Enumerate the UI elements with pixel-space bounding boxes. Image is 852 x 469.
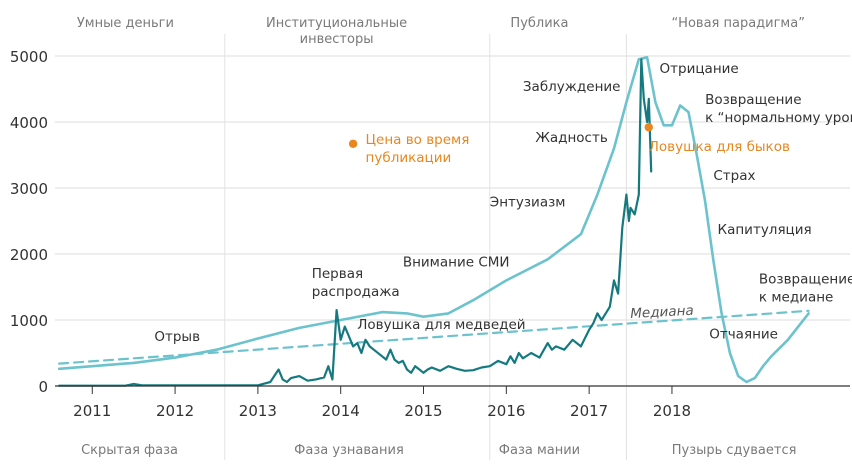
y-tick-label: 0 <box>38 378 48 396</box>
legend-dot-marker <box>348 139 358 148</box>
bottom-phase-label: Фаза узнавания <box>294 443 404 458</box>
annotation-label: Внимание СМИ <box>403 255 510 271</box>
y-tick-label: 2000 <box>10 246 48 264</box>
top-phase-label-line: Умные деньги <box>77 16 174 31</box>
annotation-label-line: Отчаяние <box>709 326 778 342</box>
annotation-label-line: Страх <box>713 168 755 184</box>
annotation-label: Цена во время публикации <box>366 132 470 166</box>
y-tick-label: 4000 <box>10 114 48 132</box>
series-layer <box>57 56 810 387</box>
top-phase-labels: Умные деньги Институциональные инвесторы Пу… <box>77 16 805 47</box>
annotation-label: Отрицание <box>660 61 739 77</box>
top-phase-label-line: Институциональные <box>266 16 407 31</box>
bottom-phase-label: Скрытая фаза <box>81 443 178 458</box>
top-phase-label-line: “Новая парадигма” <box>671 16 805 31</box>
top-phase-label: Умные деньги <box>77 16 174 31</box>
annotation-label: Заблуждение <box>523 79 621 95</box>
top-phase-label: “Новая парадигма” <box>671 16 805 31</box>
bottom-phase-labels: Скрытая фаза Фаза узнавания Фаза мании Пузы… <box>81 443 796 458</box>
annotation-label-line: Цена во время <box>366 132 470 148</box>
annotation-label: Ловушка для медведей <box>357 317 525 333</box>
bottom-phase-label: Пузырь сдувается <box>672 443 797 458</box>
phase-dividers <box>224 34 627 460</box>
annotation-label-line: Энтузиазм <box>490 194 566 210</box>
annotation-label-line: Жадность <box>535 130 608 146</box>
annotation-label-line: Возвращение <box>759 272 852 288</box>
annotation-label-line: Ловушка для быков <box>649 139 790 155</box>
top-phase-label: Публика <box>510 16 568 31</box>
annotation-label-line: к медиане <box>759 290 833 306</box>
x-tick-label: 2015 <box>404 402 442 420</box>
top-phase-label-line: инвесторы <box>300 32 374 47</box>
annotation-label-line: Внимание СМИ <box>403 255 510 271</box>
x-tick-label: 2011 <box>73 402 111 420</box>
top-phase-label: Институциональные инвесторы <box>266 16 407 47</box>
annotation-label-line: распродажа <box>312 284 400 300</box>
current-price-marker <box>644 123 653 132</box>
annotation-label: Капитуляция <box>718 222 812 238</box>
x-tick-label: 2013 <box>239 402 277 420</box>
annotation-label: Ловушка для быков <box>649 139 790 155</box>
x-tick-label: 2012 <box>156 402 194 420</box>
annotation-label: Возвращение к медиане <box>759 272 852 306</box>
x-tick-label: 2016 <box>487 402 525 420</box>
annotation-label: Энтузиазм <box>490 194 566 210</box>
annotation-label-line: публикации <box>366 150 452 166</box>
grid-lines <box>55 55 850 321</box>
annotation-label: Отрыв <box>154 329 200 345</box>
annotation-label: Отчаяние <box>709 326 778 342</box>
top-phase-label-line: Публика <box>510 16 568 31</box>
annotation-label-line: к “нормальному уровню” <box>705 110 852 126</box>
axis-layer: 0 1000 2000 3000 4000 5000 2011 2012 2013 2014 201… <box>10 48 850 420</box>
annotation-label-line: Капитуляция <box>718 222 812 238</box>
annotation-label: Медиана <box>630 303 694 322</box>
price-series-line <box>58 58 653 387</box>
x-tick-label: 2014 <box>322 402 360 420</box>
annotation-label-line: Первая <box>312 266 363 282</box>
x-tick-label: 2018 <box>653 402 691 420</box>
bottom-phase-label: Фаза мании <box>499 443 580 458</box>
annotation-label-line: Заблуждение <box>523 79 621 95</box>
annotation-label-line: Отрыв <box>154 329 200 345</box>
y-tick-label: 5000 <box>10 48 48 66</box>
y-tick-label: 3000 <box>10 180 48 198</box>
annotation-label: Возвращение к “нормальному уровню” <box>705 92 852 126</box>
annotation-label-line: Ловушка для медведей <box>357 317 525 333</box>
x-tick-label: 2017 <box>570 402 608 420</box>
annotation-label: Жадность <box>535 130 608 146</box>
marker-layer <box>348 123 653 148</box>
annotation-label: Страх <box>713 168 755 184</box>
annotation-layer: Цена во время публикации Ловушка для быков… <box>154 61 852 345</box>
annotation-label-line: Возвращение <box>705 92 801 108</box>
y-tick-label: 1000 <box>10 312 48 330</box>
annotation-label-line: Отрицание <box>660 61 739 77</box>
annotation-label: Первая распродажа <box>312 266 400 300</box>
annotation-label-line: Медиана <box>630 303 694 322</box>
bubble-series-line <box>57 56 810 384</box>
